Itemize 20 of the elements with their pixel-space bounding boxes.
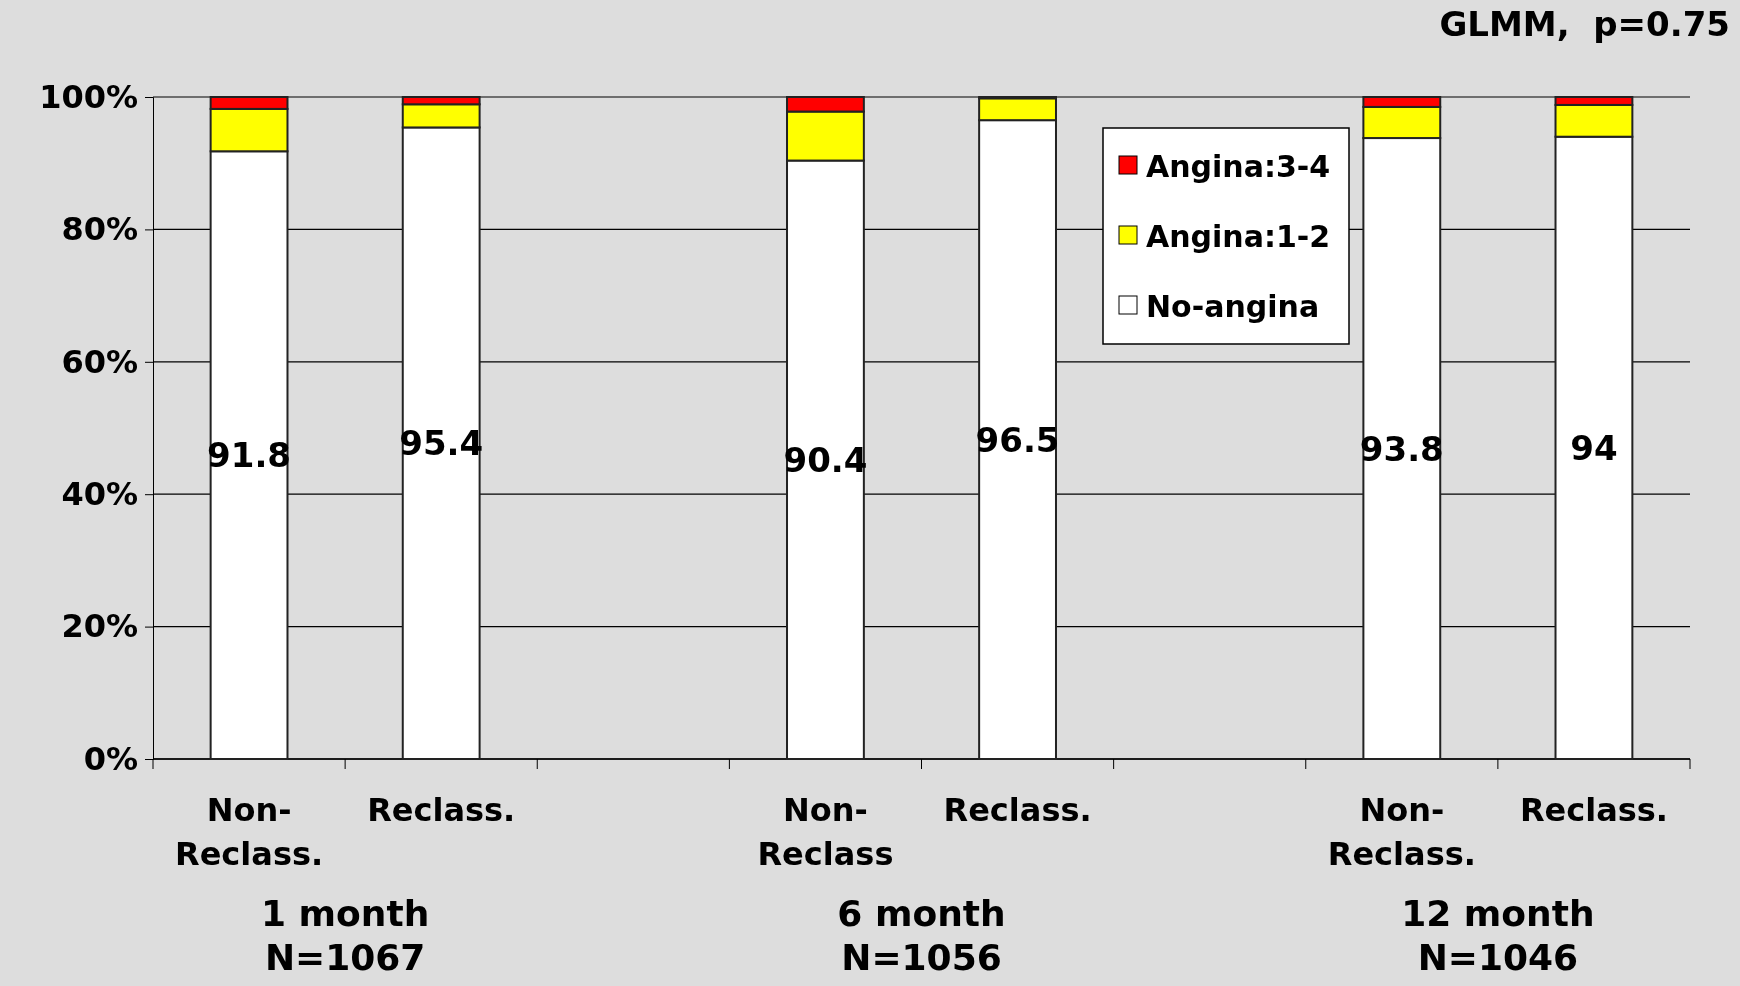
x-tick-label: Non- Reclass <box>757 791 894 873</box>
legend-label: No-angina <box>1146 289 1320 324</box>
data-label: 94 <box>1570 427 1618 468</box>
text: 6 month N=1056 <box>837 893 1006 978</box>
x-tick-label: Reclass. <box>943 791 1092 829</box>
text: 1 month N=1067 <box>260 893 430 978</box>
y-tick-label: 40% <box>61 474 138 513</box>
y-tick-label: 20% <box>61 607 138 646</box>
y-tick-label: 0% <box>83 739 138 778</box>
x-tick-label: Non- Reclass. <box>175 791 324 873</box>
y-tick-label: 60% <box>61 342 138 381</box>
text: GLMM, p=0.75 <box>1439 4 1730 44</box>
legend-label: Angina:3-4 <box>1146 149 1331 184</box>
x-tick-label: Reclass. <box>367 791 516 829</box>
y-tick-label: 100% <box>39 77 138 116</box>
x-tick-label: Reclass. <box>1519 791 1668 829</box>
y-tick-label: 80% <box>61 210 138 249</box>
text: 12 month N=1046 <box>1401 893 1595 978</box>
x-tick-label: Non- Reclass. <box>1327 791 1476 873</box>
legend-label: Angina:1-2 <box>1146 219 1331 254</box>
